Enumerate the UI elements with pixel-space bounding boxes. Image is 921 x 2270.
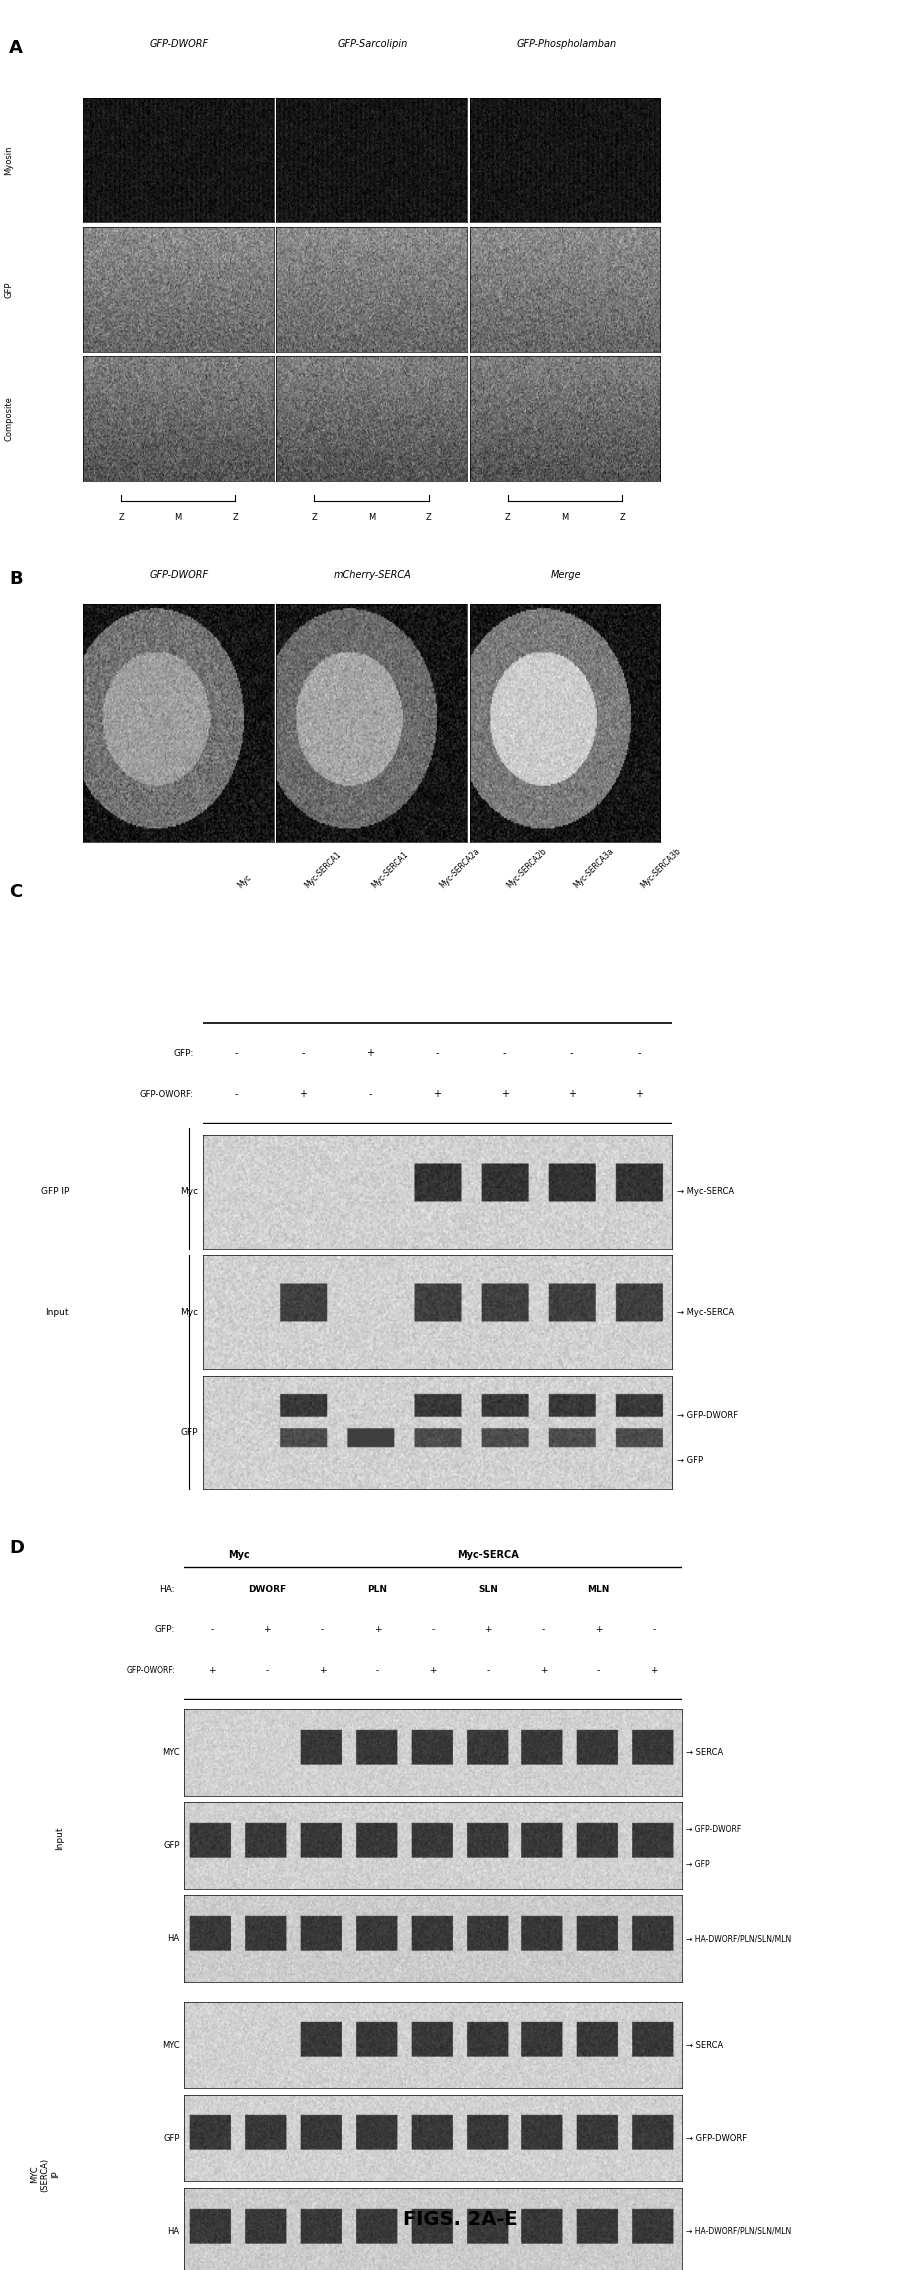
Text: → GFP: → GFP (686, 1859, 710, 1868)
Text: → HA-DWORF/PLN/SLN/MLN: → HA-DWORF/PLN/SLN/MLN (686, 2227, 791, 2236)
Text: DWORF: DWORF (248, 1584, 286, 1594)
Text: GFP-OWORF:: GFP-OWORF: (139, 1090, 193, 1099)
Text: MYC: MYC (162, 2041, 180, 2050)
Text: C: C (9, 883, 22, 901)
Text: GFP-OWORF:: GFP-OWORF: (126, 1666, 175, 1675)
Text: MYC: MYC (162, 1748, 180, 1757)
Text: -: - (436, 1049, 439, 1058)
Text: -: - (376, 1666, 379, 1675)
Text: → Myc-SERCA: → Myc-SERCA (677, 1308, 734, 1317)
Text: +: + (374, 1625, 381, 1634)
Text: Composite: Composite (5, 397, 14, 440)
Text: GFP:: GFP: (173, 1049, 193, 1058)
Text: +: + (540, 1666, 547, 1675)
Text: Z: Z (311, 513, 318, 522)
Text: GFP-DWORF: GFP-DWORF (150, 39, 209, 48)
Text: Myc: Myc (228, 1550, 251, 1559)
Text: A: A (9, 39, 23, 57)
Text: → GFP-DWORF: → GFP-DWORF (686, 1825, 741, 1834)
Text: +: + (367, 1049, 374, 1058)
Text: Myc: Myc (236, 872, 253, 890)
Text: -: - (597, 1666, 600, 1675)
Text: → SERCA: → SERCA (686, 1748, 723, 1757)
Text: HA: HA (168, 1934, 180, 1943)
Text: +: + (208, 1666, 216, 1675)
Text: MLN: MLN (588, 1584, 610, 1594)
Text: mCherry-SERCA: mCherry-SERCA (334, 570, 412, 579)
Text: -: - (637, 1049, 640, 1058)
Text: -: - (486, 1666, 490, 1675)
Text: → Myc-SERCA: → Myc-SERCA (677, 1187, 734, 1196)
Text: Myc: Myc (180, 1308, 198, 1317)
Text: +: + (299, 1090, 308, 1099)
Text: GFP: GFP (5, 281, 14, 297)
Text: SLN: SLN (478, 1584, 498, 1594)
Text: → GFP-DWORF: → GFP-DWORF (677, 1412, 738, 1419)
Text: Myc: Myc (180, 1187, 198, 1196)
Text: -: - (503, 1049, 507, 1058)
Text: +: + (650, 1666, 658, 1675)
Text: GFP: GFP (163, 2134, 180, 2143)
Text: GFP: GFP (181, 1428, 198, 1437)
Text: -: - (368, 1090, 372, 1099)
Text: +: + (263, 1625, 271, 1634)
Text: -: - (301, 1049, 305, 1058)
Text: Myc-SERCA3a: Myc-SERCA3a (572, 847, 615, 890)
Text: Myosin: Myosin (5, 145, 14, 175)
Text: → HA-DWORF/PLN/SLN/MLN: → HA-DWORF/PLN/SLN/MLN (686, 1934, 791, 1943)
Text: +: + (429, 1666, 437, 1675)
Text: → SERCA: → SERCA (686, 2041, 723, 2050)
Text: Myc-SERCA3b: Myc-SERCA3b (639, 847, 682, 890)
Text: Z: Z (505, 513, 511, 522)
Text: B: B (9, 570, 23, 588)
Text: Myc-SERCA: Myc-SERCA (457, 1550, 519, 1559)
Text: MYC
(SERCA)
IP: MYC (SERCA) IP (30, 2156, 60, 2193)
Text: +: + (567, 1090, 576, 1099)
Text: Myc-SERCA2a: Myc-SERCA2a (437, 847, 481, 890)
Text: PLN: PLN (367, 1584, 388, 1594)
Text: +: + (635, 1090, 643, 1099)
Text: M: M (175, 513, 181, 522)
Text: M: M (562, 513, 568, 522)
Text: GFP: GFP (163, 1841, 180, 1850)
Text: GFP:: GFP: (155, 1625, 175, 1634)
Text: Z: Z (619, 513, 625, 522)
Text: -: - (321, 1625, 324, 1634)
Text: -: - (235, 1090, 238, 1099)
Text: -: - (542, 1625, 545, 1634)
Text: GFP IP: GFP IP (41, 1187, 69, 1196)
Text: Z: Z (232, 513, 239, 522)
Text: HA:: HA: (159, 1584, 175, 1594)
Text: → GFP-DWORF: → GFP-DWORF (686, 2134, 747, 2143)
Text: Merge: Merge (551, 570, 582, 579)
Text: +: + (595, 1625, 602, 1634)
Text: GFP-Phospholamban: GFP-Phospholamban (517, 39, 616, 48)
Text: +: + (501, 1090, 508, 1099)
Text: GFP-DWORF: GFP-DWORF (150, 570, 209, 579)
Text: Myc-SERCA1: Myc-SERCA1 (370, 849, 411, 890)
Text: -: - (431, 1625, 435, 1634)
Text: FIGS. 2A-E: FIGS. 2A-E (403, 2211, 518, 2229)
Text: -: - (210, 1625, 214, 1634)
Text: Z: Z (426, 513, 432, 522)
Text: -: - (265, 1666, 269, 1675)
Text: Input: Input (55, 1827, 64, 1850)
Text: HA: HA (168, 2227, 180, 2236)
Text: +: + (319, 1666, 326, 1675)
Text: → GFP: → GFP (677, 1457, 703, 1464)
Text: -: - (652, 1625, 656, 1634)
Text: +: + (484, 1625, 492, 1634)
Text: GFP-Sarcolipin: GFP-Sarcolipin (338, 39, 408, 48)
Text: D: D (9, 1539, 24, 1557)
Text: Input: Input (45, 1308, 69, 1317)
Text: Myc-SERCA2b: Myc-SERCA2b (505, 847, 548, 890)
Text: -: - (235, 1049, 238, 1058)
Text: Z: Z (118, 513, 124, 522)
Text: M: M (368, 513, 375, 522)
Text: Myc-SERCA1: Myc-SERCA1 (303, 849, 344, 890)
Text: -: - (570, 1049, 574, 1058)
Text: +: + (434, 1090, 441, 1099)
